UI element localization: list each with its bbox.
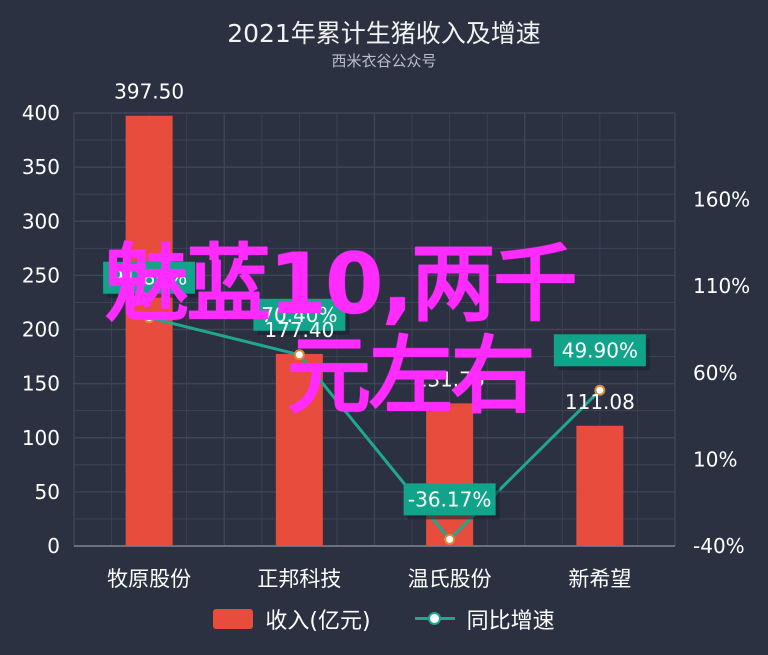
left-axis-tick-label: 0 [47, 534, 60, 558]
bar-data-label: 397.50 [114, 80, 184, 104]
x-axis-category-label: 正邦科技 [257, 567, 341, 591]
growth-label-box [553, 334, 646, 367]
growth-label-box [403, 483, 496, 516]
growth-data-label: 49.90% [562, 338, 638, 362]
x-axis-category-label: 温氏股份 [408, 567, 492, 591]
legend-item-growth[interactable]: 同比增速 [414, 603, 555, 635]
growth-data-label: -36.17% [408, 487, 491, 511]
left-axis-tick-label: 150 [22, 372, 60, 396]
right-axis-tick-label: 160% [693, 188, 750, 212]
chart-subtitle: 西米衣谷公众号 [331, 52, 437, 70]
bar [576, 425, 624, 546]
growth-point [143, 312, 155, 324]
growth-data-label: 91.80% [111, 266, 187, 290]
growth-label-box [253, 298, 346, 331]
left-axis-tick-label: 250 [22, 263, 60, 287]
growth-line [148, 316, 601, 542]
growth-point [444, 533, 456, 545]
right-axis-tick-label: 60% [693, 361, 737, 385]
bar [275, 353, 323, 546]
chart-title: 2021年累计生猪收入及增速 [227, 19, 541, 48]
right-axis-tick-label: 10% [693, 447, 737, 471]
legend-label-growth: 同比增速 [466, 609, 555, 634]
left-axis-tick-label: 100 [22, 426, 60, 450]
growth-point [293, 349, 305, 361]
growth-point [594, 384, 606, 396]
overlay-line-1: 魅蓝10,两千 [104, 235, 578, 333]
bar-data-label: 111.08 [565, 390, 635, 414]
left-axis-tick-label: 50 [35, 480, 60, 504]
left-axis-tick-label: 350 [22, 155, 60, 179]
left-axis-tick-label: 200 [22, 318, 60, 342]
x-axis-category-label: 新希望 [568, 567, 631, 591]
legend-swatch-line [414, 609, 455, 629]
overlay-line-2: 元左右 [286, 327, 535, 425]
overlay-watermark-text: 魅蓝10,两千 元左右 [30, 238, 650, 422]
growth-label-box [103, 261, 196, 294]
right-axis-tick-label: 110% [693, 274, 750, 298]
right-axis-tick-label: -40% [693, 534, 745, 558]
bar-data-label: 131.76 [415, 367, 485, 391]
left-axis-tick-label: 400 [22, 101, 60, 125]
x-axis-category-label: 牧原股份 [107, 567, 191, 591]
legend-label-revenue: 收入(亿元) [265, 609, 371, 634]
bar [125, 115, 173, 547]
left-axis-tick-label: 300 [22, 209, 60, 233]
bar-data-label: 177.40 [264, 318, 334, 342]
chart-legend: 收入(亿元) 同比增速 [0, 603, 768, 635]
legend-swatch-bar [213, 609, 254, 629]
growth-data-label: 70.40% [261, 303, 337, 327]
legend-item-revenue[interactable]: 收入(亿元) [213, 603, 371, 635]
